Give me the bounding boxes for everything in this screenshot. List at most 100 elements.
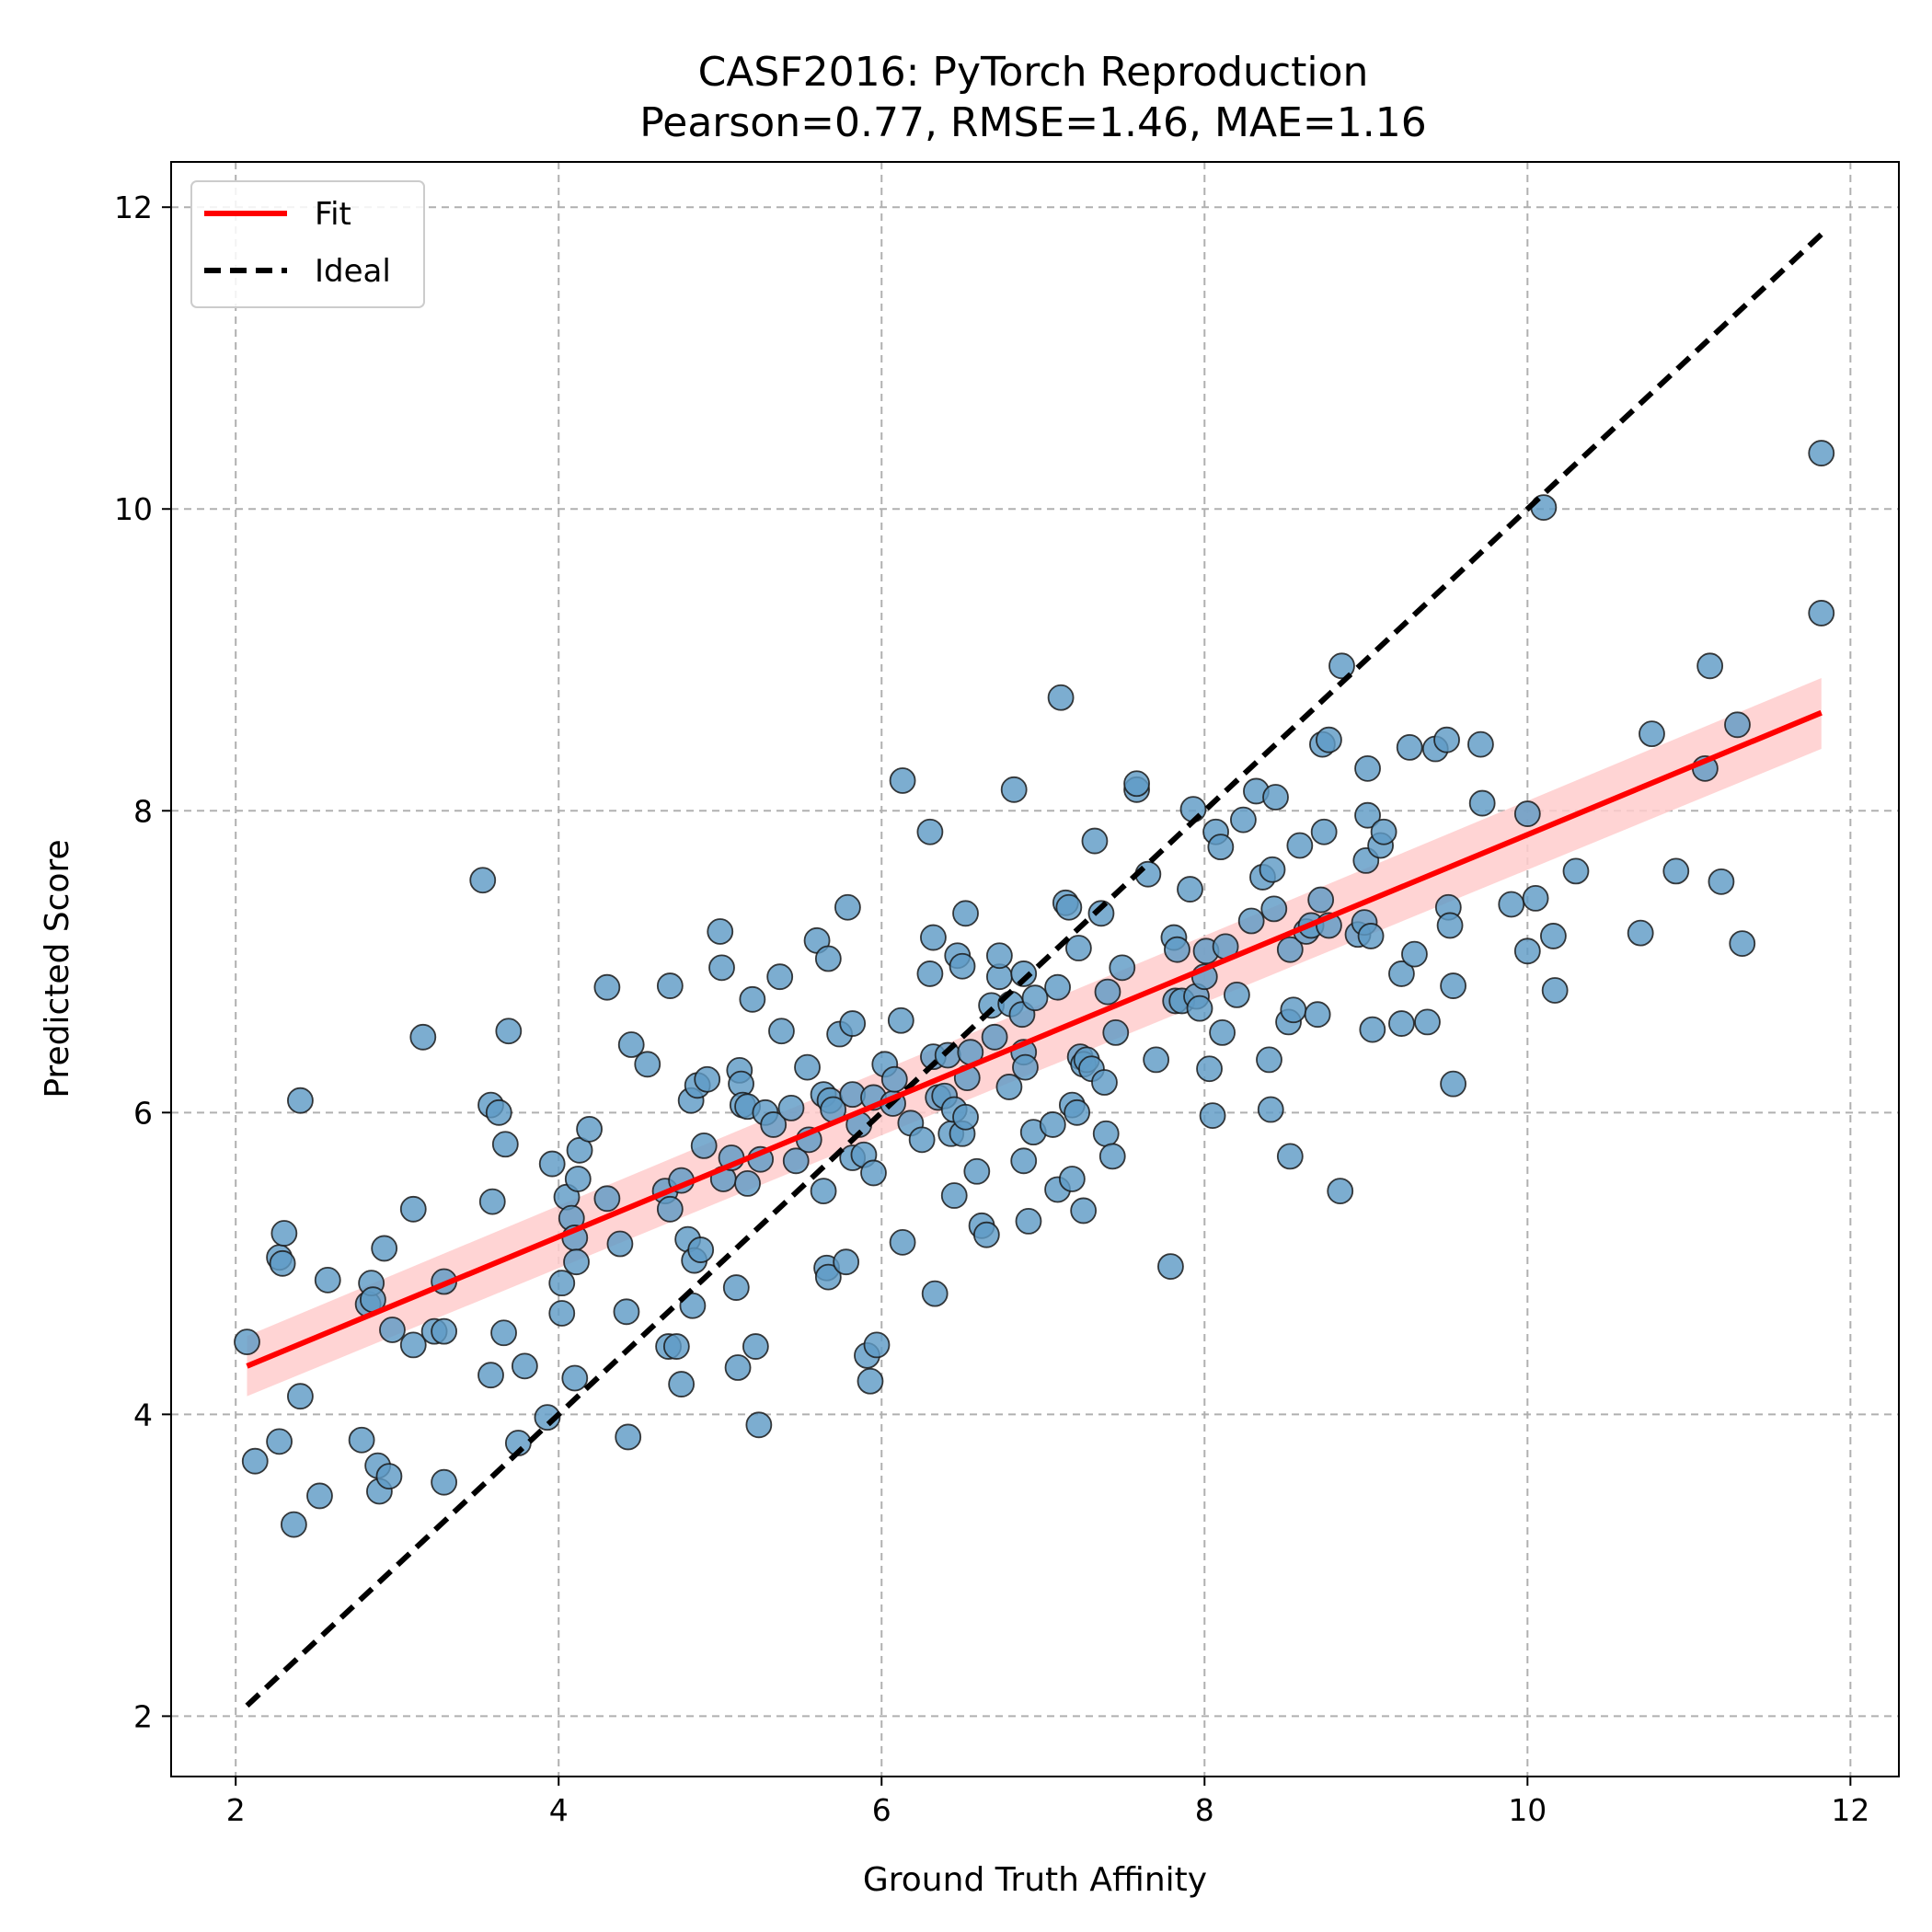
data-point [1808,600,1835,627]
data-point [1357,923,1385,949]
data-point [1522,885,1549,912]
data-point [1370,818,1397,845]
data-point [613,1298,640,1326]
data-point [1064,935,1092,961]
data-point [834,893,861,921]
data-point [1058,1166,1086,1192]
data-point [548,1300,576,1327]
data-point [1440,1070,1466,1098]
data-point [985,942,1013,970]
data-point [1157,1253,1184,1281]
data-point [564,1166,592,1192]
data-point [782,1147,810,1175]
data-point [485,1098,512,1126]
y-axis-ticks: 2 4 6 8 10 12 [114,190,171,1734]
data-point [1262,784,1289,811]
data-point [1513,800,1541,827]
x-tick-label: 4 [549,1792,569,1828]
data-point [952,900,979,927]
data-point [495,1018,523,1045]
data-point [908,1126,936,1154]
data-point [1021,984,1049,1012]
legend-ideal-label: Ideal [315,253,391,290]
data-point [687,1236,715,1263]
data-point [431,1468,458,1496]
data-point [270,1220,298,1247]
data-point [1098,1143,1126,1170]
data-point [469,867,497,894]
y-tick-label: 2 [133,1698,153,1734]
data-point [1467,730,1494,758]
data-point [1000,776,1028,803]
data-point [1259,856,1286,883]
data-point [1729,930,1756,958]
y-axis-label: Predicted Score [39,839,76,1098]
trend-lines [245,232,1823,1708]
data-point [234,1328,260,1356]
chart-title: CASF2016: PyTorch Reproduction [698,49,1369,96]
data-point [1237,907,1265,935]
data-point [656,1195,684,1223]
data-point [266,1428,293,1455]
y-tick-label: 4 [133,1397,153,1432]
data-point [431,1317,458,1345]
data-point [593,973,621,1001]
data-point [1316,726,1342,753]
data-point [1540,923,1567,949]
data-point [972,1221,1000,1248]
data-point [949,952,976,980]
data-point [1257,1096,1284,1123]
data-point [606,1230,634,1258]
data-point [1513,937,1541,965]
legend: Fit Ideal [190,180,425,308]
data-point [1708,868,1735,895]
data-point [287,1383,314,1410]
data-point [1388,960,1415,987]
fit-line [246,709,1823,1369]
x-tick-label: 8 [1195,1792,1214,1828]
data-point [1401,940,1428,968]
data-point [694,1065,721,1093]
data-point [477,1362,504,1389]
data-point [371,1235,398,1262]
data-point [857,1367,884,1395]
data-point [1196,1055,1223,1083]
data-point [921,1280,949,1307]
data-point [766,963,794,991]
data-point [348,1426,375,1454]
data-point [1081,827,1109,855]
data-point [1388,1010,1415,1037]
data-point [1199,1102,1226,1129]
data-point [1223,981,1250,1008]
data-point [280,1511,307,1538]
data-point [794,1053,821,1081]
data-point [916,818,944,845]
x-tick-label: 2 [226,1792,246,1828]
data-point [593,1185,621,1213]
data-point [1280,996,1307,1024]
data-point [1328,652,1355,680]
data-point [1639,720,1665,748]
data-point [860,1159,887,1187]
data-point [814,945,842,972]
data-point [963,1157,991,1185]
data-point [1414,1008,1441,1036]
x-tick-label: 10 [1508,1792,1547,1828]
data-point [690,1133,718,1159]
data-point [810,1178,837,1205]
data-point [1359,1016,1386,1043]
data-point [563,1248,590,1276]
data-point [511,1352,538,1380]
data-point [1177,876,1203,903]
data-point [1327,1178,1354,1205]
x-axis-label: Ground Truth Affinity [863,1861,1207,1899]
data-point [889,767,916,794]
data-point [1541,977,1569,1004]
data-point [1143,1046,1170,1074]
scatter-points [234,440,1835,1538]
data-point [1070,1197,1098,1225]
data-point [1010,960,1038,987]
data-point [952,1103,979,1131]
data-point [668,1371,696,1397]
data-point [1724,711,1751,739]
